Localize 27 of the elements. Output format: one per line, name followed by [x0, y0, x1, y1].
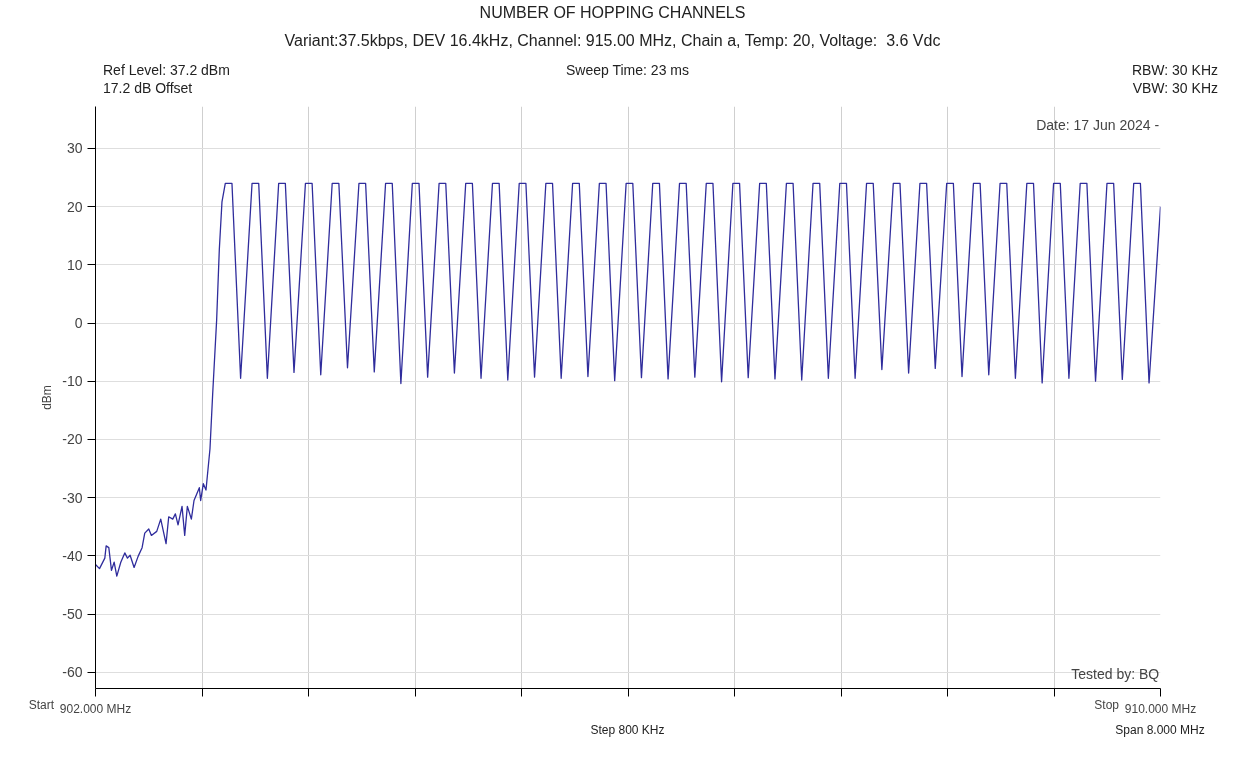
y-tick-label: -10: [62, 373, 83, 390]
text: Sweep Time: 23 ms: [566, 62, 689, 78]
y-tick-label: 20: [66, 198, 83, 215]
x-tick-label: 902.000 MHz: [59, 701, 132, 716]
chart-title: NUMBER OF HOPPING CHANNELS: [478, 3, 747, 23]
annotation: Date: 17 Jun 2024 -: [1036, 116, 1160, 133]
text: Ref Level: 37.2 dBm: [103, 61, 230, 80]
y-tick-label: -60: [62, 664, 83, 681]
text: RBW: 30 KHz: [1131, 61, 1218, 80]
y-tick-label: 30: [66, 140, 83, 157]
y-axis-title: dBm: [40, 385, 55, 410]
text: VBW: 30 KHz: [1132, 79, 1218, 98]
annotation: Tested by: BQ: [1071, 665, 1160, 682]
y-tick-label: -30: [62, 489, 83, 506]
y-tick-label: -50: [62, 606, 83, 622]
line-series: [95, 182, 1161, 577]
text: Span 8.000 MHz: [1114, 722, 1206, 739]
y-tick-label: 10: [66, 256, 83, 273]
text: Stop: [1093, 697, 1119, 714]
x-tick-label: 910.000 MHz: [1124, 701, 1197, 716]
text: 17.2 dB Offset: [103, 79, 193, 98]
y-tick-label: -20: [62, 431, 83, 448]
y-tick-label: -40: [62, 547, 83, 564]
text: Step 800 KHz: [589, 722, 666, 739]
chart-subtitle: Variant:37.5kbps, DEV 16.4kHz, Channel: 915.00 MHz, Chain a, Temp: 20, Voltage: 3.6 Vdc: [283, 31, 942, 51]
y-tick-label: 0: [74, 315, 83, 331]
text: Start: [27, 697, 54, 714]
